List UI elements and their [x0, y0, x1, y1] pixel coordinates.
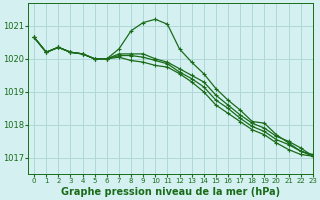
X-axis label: Graphe pression niveau de la mer (hPa): Graphe pression niveau de la mer (hPa) — [61, 187, 280, 197]
